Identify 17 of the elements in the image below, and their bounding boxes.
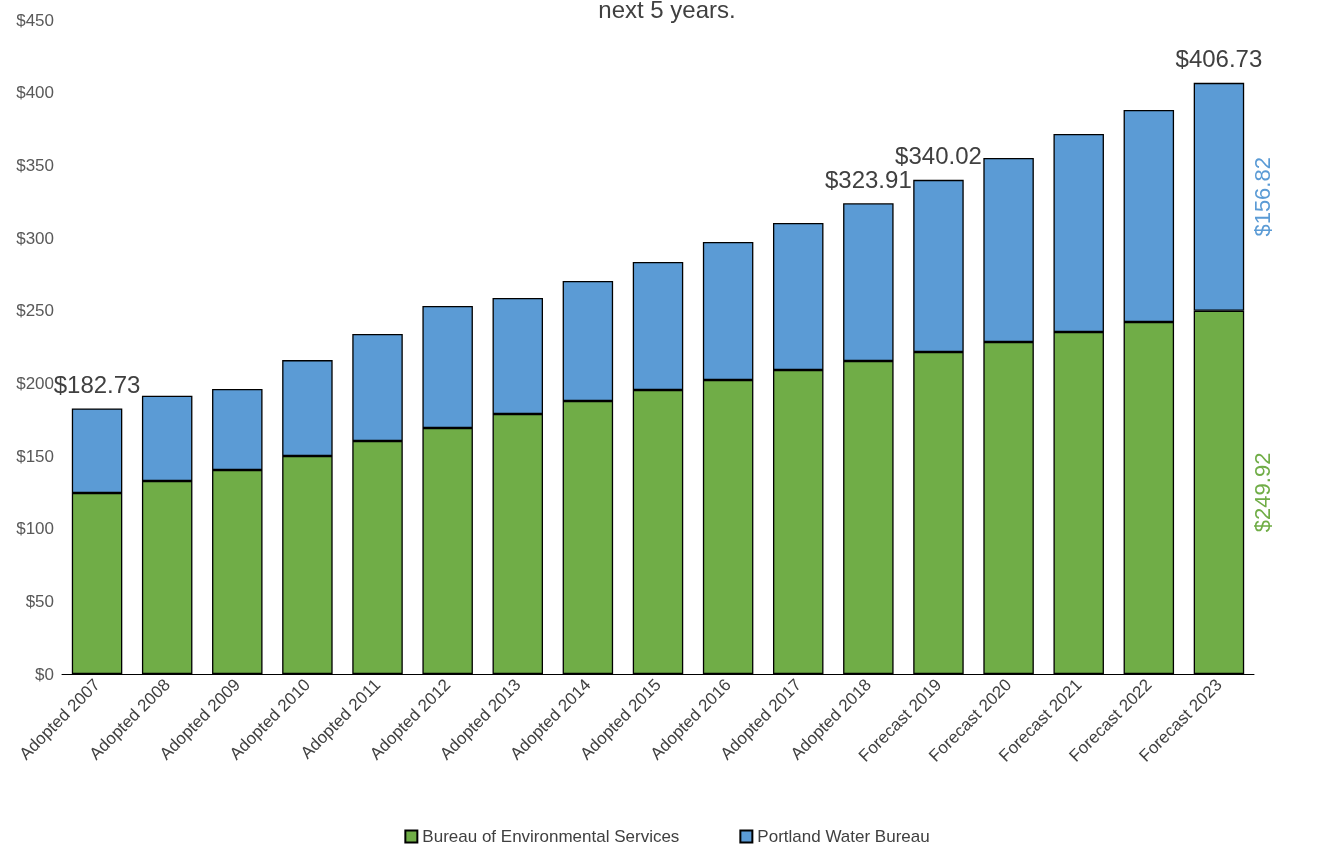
data-label: $156.82 xyxy=(1249,157,1275,237)
total-label: $406.73 xyxy=(1175,45,1263,73)
y-tick-label: $400 xyxy=(16,83,54,103)
y-tick-label: $300 xyxy=(16,228,54,248)
y-tick-label: $150 xyxy=(16,446,54,466)
y-tick-label: $50 xyxy=(25,591,54,611)
y-tick-label: $350 xyxy=(16,155,54,175)
y-tick-label: $0 xyxy=(35,664,54,684)
chart-title: next 5 years. xyxy=(598,0,736,23)
legend-label: Portland Water Bureau xyxy=(757,827,930,846)
data-label: $249.92 xyxy=(1249,452,1275,533)
y-tick-label: $200 xyxy=(16,373,54,393)
y-tick-label: $250 xyxy=(16,301,54,321)
total-label: $182.73 xyxy=(53,370,141,398)
y-tick-label: $100 xyxy=(16,519,54,539)
y-tick-label: $450 xyxy=(16,10,54,30)
legend-label: Bureau of Environmental Services xyxy=(422,827,680,846)
